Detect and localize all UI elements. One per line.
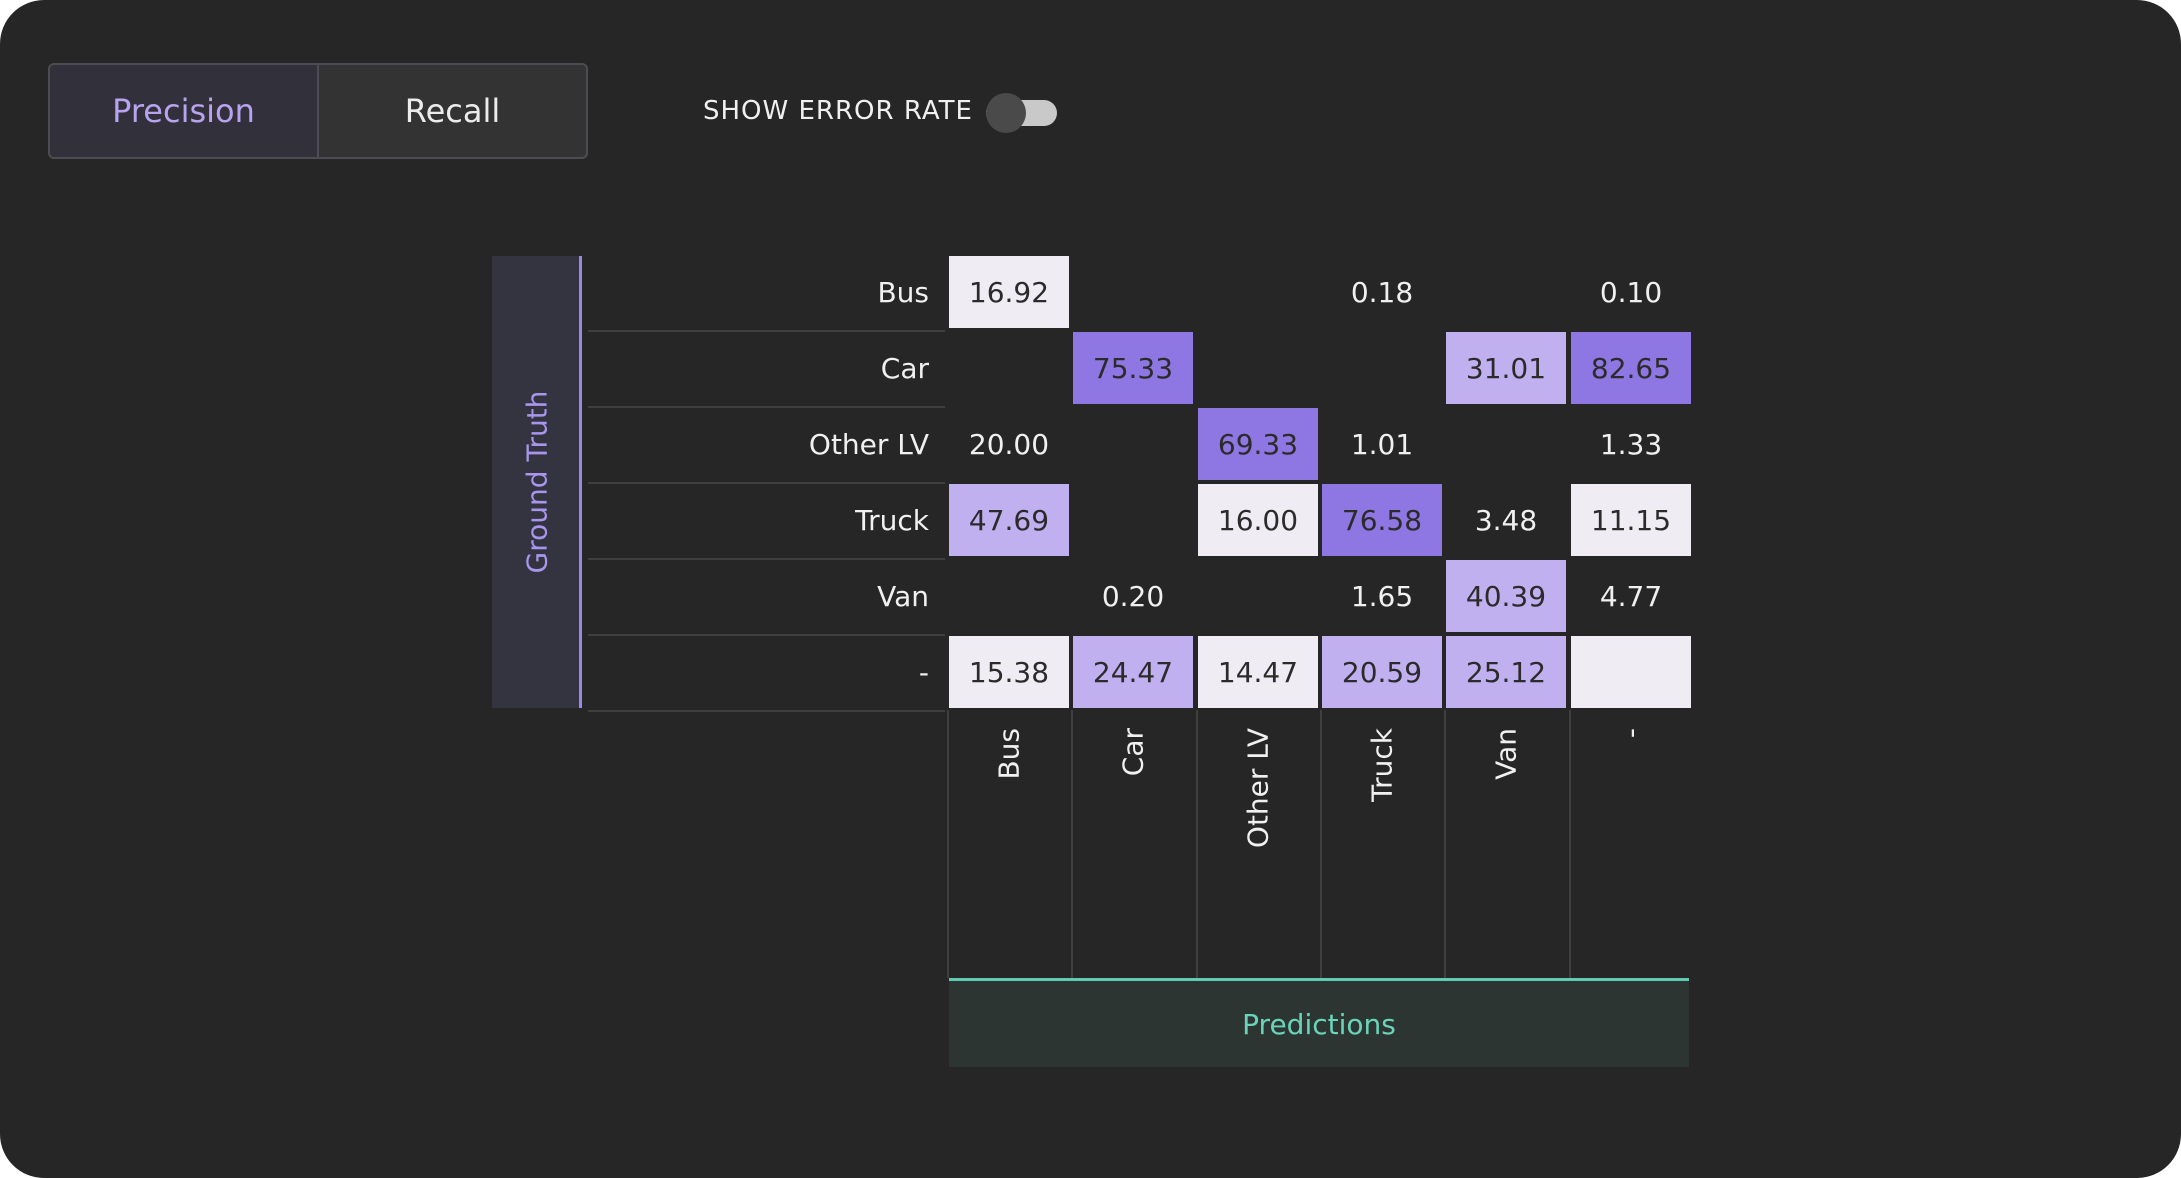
matrix-cell[interactable]: 24.47 xyxy=(1073,636,1193,708)
matrix-cell[interactable]: 0.20 xyxy=(1101,579,1165,613)
matrix-cell[interactable] xyxy=(1073,256,1193,328)
recall-tab[interactable]: Recall xyxy=(317,65,586,157)
error-rate-label: SHOW ERROR RATE xyxy=(703,96,973,126)
predictions-axis: Predictions xyxy=(949,978,1689,1067)
matrix-cell[interactable]: 1.65 xyxy=(1350,579,1414,613)
row-divider xyxy=(588,710,945,712)
column-divider xyxy=(947,710,949,978)
matrix-cell[interactable]: 0.10 xyxy=(1599,275,1663,309)
matrix-cell[interactable]: 40.39 xyxy=(1446,560,1566,632)
column-label-text: - xyxy=(1614,728,1648,739)
column-label: Car xyxy=(1071,720,1195,970)
matrix-cell[interactable] xyxy=(1073,408,1193,480)
row-label: Other LV xyxy=(808,428,929,461)
column-label: Bus xyxy=(947,720,1071,970)
column-label: Other LV xyxy=(1196,720,1320,970)
precision-tab[interactable]: Precision xyxy=(50,65,317,157)
row-divider xyxy=(588,406,945,408)
matrix-cell[interactable]: 11.15 xyxy=(1571,484,1691,556)
matrix-cell[interactable] xyxy=(1446,256,1566,328)
row-label: Bus xyxy=(877,276,929,309)
matrix-cell[interactable]: 15.38 xyxy=(949,636,1069,708)
matrix-cell[interactable]: 76.58 xyxy=(1322,484,1442,556)
row-divider xyxy=(588,482,945,484)
matrix-cell[interactable] xyxy=(1073,484,1193,556)
row-divider xyxy=(588,558,945,560)
matrix-cell[interactable]: 31.01 xyxy=(1446,332,1566,404)
matrix-cell[interactable] xyxy=(1198,256,1318,328)
matrix-cell[interactable]: 20.00 xyxy=(968,427,1050,461)
column-divider xyxy=(1444,710,1446,978)
column-label-text: Car xyxy=(1116,728,1150,777)
column-label: - xyxy=(1569,720,1693,970)
matrix-cell[interactable] xyxy=(1198,560,1318,632)
matrix-cell[interactable] xyxy=(1198,332,1318,404)
row-divider xyxy=(588,634,945,636)
matrix-cell[interactable]: 20.59 xyxy=(1322,636,1442,708)
column-divider xyxy=(1071,710,1073,978)
matrix-cell[interactable] xyxy=(949,560,1069,632)
matrix-cell[interactable]: 0.18 xyxy=(1350,275,1414,309)
row-label: Van xyxy=(877,580,929,613)
column-label: Truck xyxy=(1320,720,1444,970)
row-label: Truck xyxy=(855,504,929,537)
matrix-cell[interactable]: 3.48 xyxy=(1474,503,1538,537)
matrix-cell[interactable]: 16.00 xyxy=(1198,484,1318,556)
error-rate-switch[interactable] xyxy=(986,93,1057,133)
matrix-cell[interactable]: 14.47 xyxy=(1198,636,1318,708)
column-label-text: Bus xyxy=(992,728,1026,780)
column-label: Van xyxy=(1444,720,1568,970)
matrix-cell[interactable]: 1.33 xyxy=(1599,427,1663,461)
column-divider xyxy=(1320,710,1322,978)
matrix-cell[interactable]: 82.65 xyxy=(1571,332,1691,404)
matrix-cell[interactable]: 75.33 xyxy=(1073,332,1193,404)
matrix-cell[interactable]: 47.69 xyxy=(949,484,1069,556)
matrix-cell[interactable] xyxy=(1446,408,1566,480)
column-divider xyxy=(1196,710,1198,978)
matrix-cell[interactable]: 4.77 xyxy=(1599,579,1663,613)
matrix-cell[interactable] xyxy=(949,332,1069,404)
row-divider xyxy=(588,330,945,332)
metric-toggle: Precision Recall xyxy=(48,63,588,159)
column-label-text: Other LV xyxy=(1241,728,1275,849)
switch-knob xyxy=(986,93,1026,133)
row-label: Car xyxy=(880,352,929,385)
matrix-cell[interactable] xyxy=(1322,332,1442,404)
row-label: - xyxy=(918,656,929,689)
matrix-cell[interactable]: 16.92 xyxy=(949,256,1069,328)
ground-truth-label: Ground Truth xyxy=(520,390,554,574)
column-divider xyxy=(1569,710,1571,978)
column-label-text: Truck xyxy=(1365,728,1399,802)
ground-truth-axis: Ground Truth xyxy=(492,256,582,708)
matrix-cell[interactable] xyxy=(1571,636,1691,708)
matrix-cell[interactable]: 69.33 xyxy=(1198,408,1318,480)
matrix-cell[interactable]: 25.12 xyxy=(1446,636,1566,708)
matrix-cell[interactable]: 1.01 xyxy=(1350,427,1414,461)
column-label-text: Van xyxy=(1489,728,1523,780)
